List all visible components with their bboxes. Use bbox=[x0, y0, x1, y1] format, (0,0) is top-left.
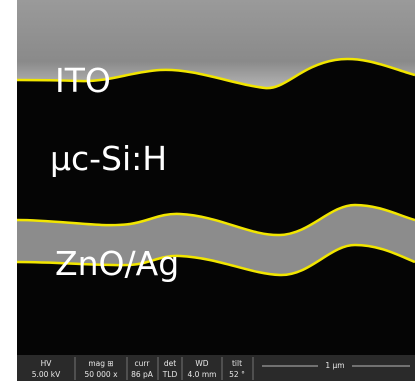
scale-label: 1 μm bbox=[325, 361, 344, 370]
info-label: WD bbox=[195, 359, 208, 368]
info-label: tilt bbox=[232, 359, 242, 368]
sem-image: ITO μc-Si:H ZnO/Ag HV 5.00 kV mag ⊞ 50 0… bbox=[0, 0, 415, 381]
info-value: 52 ° bbox=[229, 370, 245, 379]
info-label: det bbox=[164, 359, 176, 368]
layer-label: ZnO/Ag bbox=[55, 244, 179, 283]
info-value: 5.00 kV bbox=[32, 370, 61, 379]
info-label: HV bbox=[41, 359, 53, 368]
layer-label: ITO bbox=[55, 61, 111, 100]
info-label: curr bbox=[135, 359, 151, 368]
info-value: TLD bbox=[162, 370, 178, 379]
info-value: 4.0 mm bbox=[188, 370, 217, 379]
info-value: 50 000 x bbox=[84, 370, 118, 379]
info-value: 86 pA bbox=[131, 370, 154, 379]
info-label: mag ⊞ bbox=[88, 359, 113, 368]
page: ITO μc-Si:H ZnO/Ag HV 5.00 kV mag ⊞ 50 0… bbox=[0, 0, 415, 381]
layer-label: μc-Si:H bbox=[50, 139, 167, 178]
